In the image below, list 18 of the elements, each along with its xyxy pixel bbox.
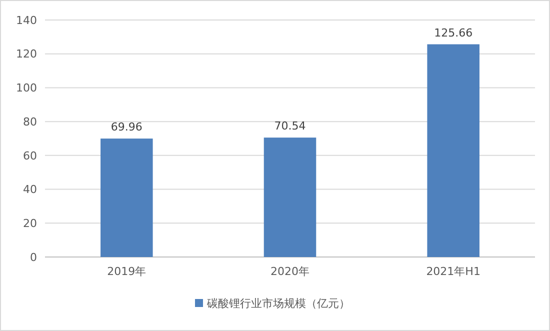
data-label: 125.66 xyxy=(434,26,473,40)
bar xyxy=(264,138,316,257)
bar xyxy=(427,44,480,257)
y-tick-label: 0 xyxy=(30,250,37,264)
y-tick-label: 60 xyxy=(23,149,37,162)
y-tick-label: 20 xyxy=(23,216,37,230)
legend-label: 碳酸锂行业市场规模（亿元） xyxy=(206,296,350,310)
x-tick-label: 2019年 xyxy=(107,265,146,278)
y-tick-label: 40 xyxy=(23,183,37,196)
data-label: 69.96 xyxy=(110,120,142,134)
y-tick-label: 120 xyxy=(16,48,37,61)
y-tick-label: 140 xyxy=(16,14,37,27)
bar xyxy=(100,138,153,257)
x-tick-label: 2021年H1 xyxy=(426,265,480,278)
x-tick-label: 2020年 xyxy=(270,265,310,278)
data-label: 70.54 xyxy=(274,120,306,133)
y-tick-label: 80 xyxy=(23,115,37,128)
y-tick-label: 100 xyxy=(16,82,37,95)
